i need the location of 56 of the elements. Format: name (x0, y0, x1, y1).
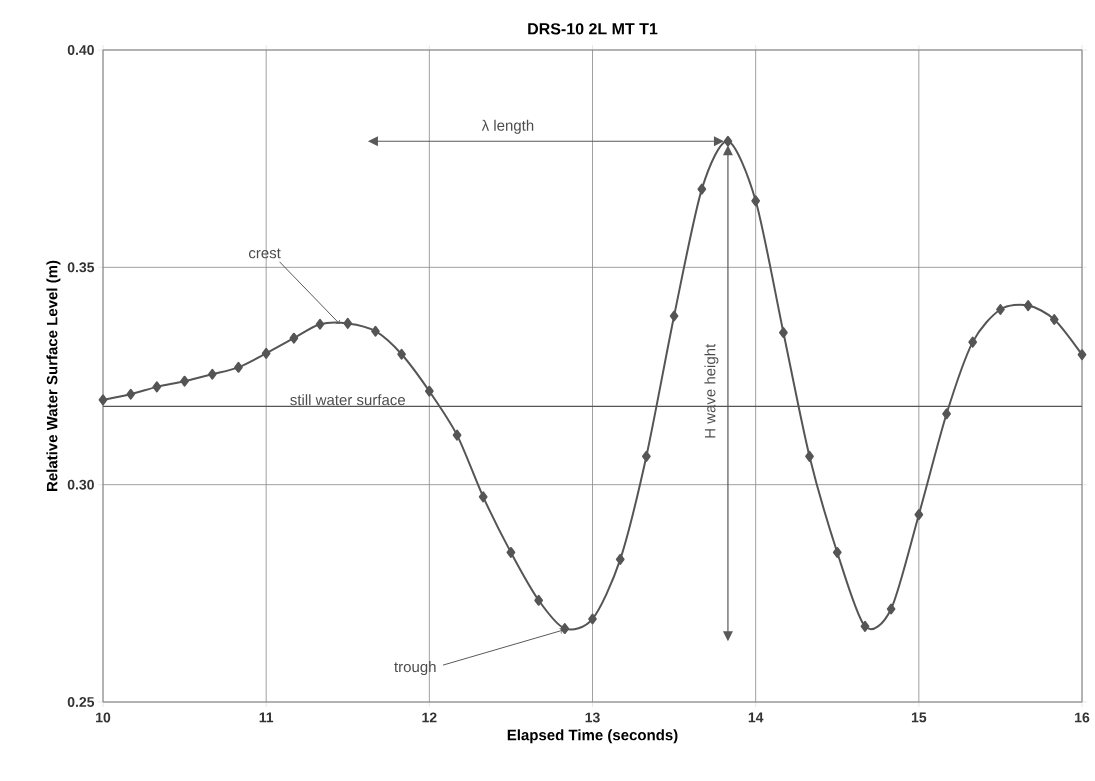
y-axis-title: Relative Water Surface Level (m) (46, 260, 61, 492)
ref-line-label: still water surface (290, 394, 405, 406)
x-tick-label: 10 (96, 712, 111, 723)
annotation: λ length (481, 119, 534, 134)
point (886, 603, 896, 615)
point (1077, 349, 1087, 361)
point (180, 375, 189, 387)
point (371, 325, 380, 337)
point (697, 183, 707, 195)
point (207, 368, 217, 380)
x-axis-title: Elapsed Time (seconds) (507, 729, 678, 744)
x-tick-label: 14 (748, 712, 764, 723)
point (832, 546, 842, 558)
x-tick-label: 16 (1075, 712, 1090, 723)
annotation: crest (248, 248, 281, 259)
annotation: trough (394, 661, 436, 676)
point (1023, 300, 1033, 312)
point (234, 361, 243, 373)
x-tick-label: 12 (422, 712, 437, 723)
point (641, 450, 651, 462)
y-tick-label: 0.40 (67, 45, 94, 55)
point (152, 381, 162, 393)
point (343, 317, 353, 329)
point (860, 620, 870, 632)
point (98, 394, 108, 406)
point (588, 613, 597, 625)
point (996, 303, 1005, 315)
point (1049, 313, 1059, 325)
point (669, 310, 679, 322)
x-tick-label: 11 (259, 712, 274, 723)
point (126, 388, 136, 400)
point (397, 348, 406, 360)
point (751, 195, 761, 207)
chart-title: DRS-10 2L MT T1 (528, 23, 658, 35)
point (534, 594, 544, 606)
point (452, 429, 462, 441)
x-tick-label: 15 (911, 712, 927, 723)
point (914, 509, 924, 521)
point (723, 135, 733, 147)
y-tick-label: 0.25 (67, 697, 95, 707)
point (289, 332, 299, 344)
x-tick-label: 13 (585, 712, 600, 723)
point (506, 546, 516, 558)
y-tick-label: 0.30 (67, 479, 94, 490)
point (560, 623, 570, 635)
point (779, 327, 788, 339)
point (968, 336, 978, 348)
point (478, 491, 488, 503)
point (615, 553, 625, 565)
point (261, 347, 271, 359)
annotation: H wave height (704, 343, 719, 438)
point (805, 450, 814, 462)
point (315, 318, 325, 330)
point (424, 385, 434, 397)
y-tick-label: 0.35 (67, 262, 95, 273)
point (942, 408, 951, 420)
